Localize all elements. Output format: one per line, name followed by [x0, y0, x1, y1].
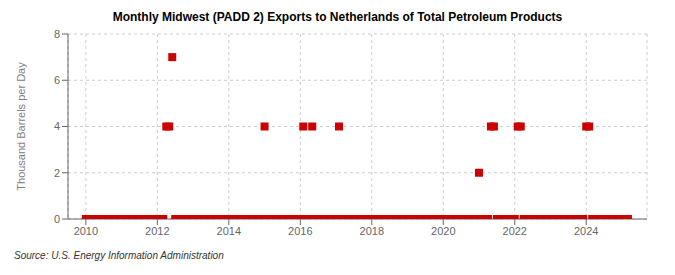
svg-text:Thousand Barrels per Day: Thousand Barrels per Day: [15, 62, 27, 191]
svg-text:4: 4: [54, 120, 60, 132]
svg-text:0: 0: [54, 213, 60, 225]
svg-text:2022: 2022: [503, 225, 527, 237]
svg-text:2024: 2024: [574, 225, 598, 237]
svg-text:2012: 2012: [145, 225, 169, 237]
svg-text:2020: 2020: [431, 225, 455, 237]
svg-text:2: 2: [54, 167, 60, 179]
svg-text:8: 8: [54, 28, 60, 40]
svg-text:6: 6: [54, 74, 60, 86]
svg-text:2014: 2014: [217, 225, 241, 237]
svg-text:2016: 2016: [288, 225, 312, 237]
svg-text:2018: 2018: [360, 225, 384, 237]
svg-text:2010: 2010: [74, 225, 98, 237]
html-text:Monthly Midwest (PADD 2) Expor: Monthly Midwest (PADD 2) Exports to Neth…: [112, 10, 563, 24]
html-text:Source: U.S. Energy Informatio: Source: U.S. Energy Information Administ…: [14, 250, 224, 261]
